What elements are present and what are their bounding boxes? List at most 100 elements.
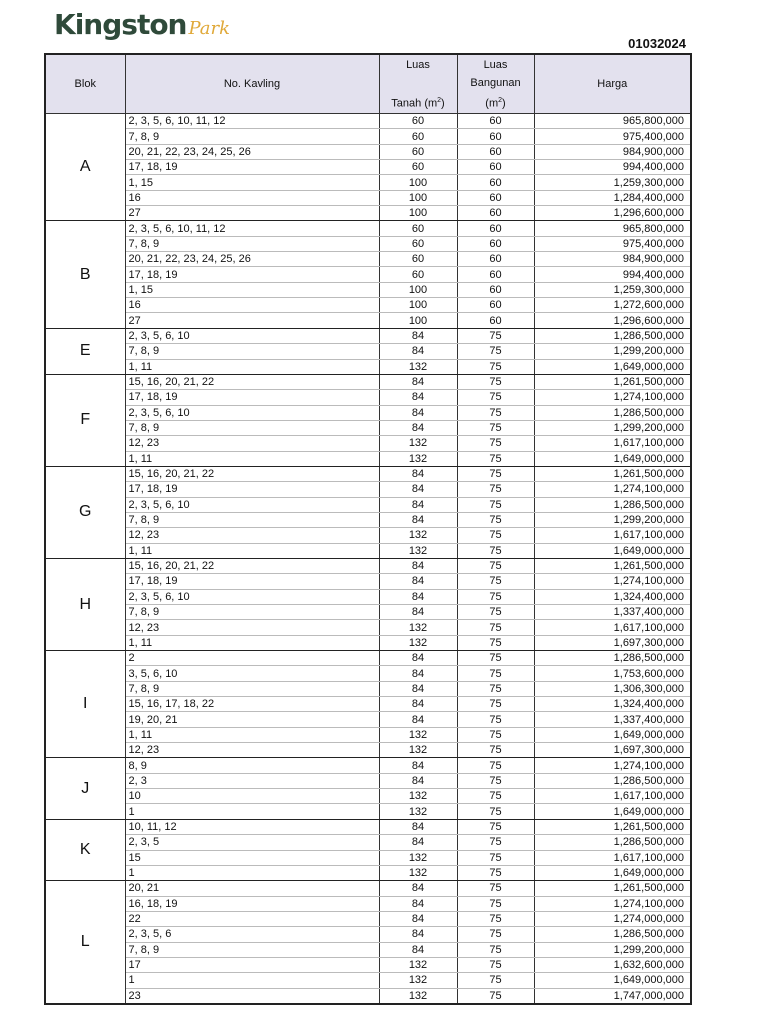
luas-tanah-cell: 84 bbox=[378, 512, 458, 529]
luas-tanah-cell: 84 bbox=[378, 942, 458, 958]
kavling-cell: 15, 16, 20, 21, 22 bbox=[124, 558, 380, 575]
harga-cell: 1,274,100,000 bbox=[533, 389, 692, 406]
kavling-cell: 7, 8, 9 bbox=[124, 128, 380, 145]
kavling-cell: 7, 8, 9 bbox=[124, 512, 380, 529]
table-row: J 8, 9 84 75 1,274,100,000 bbox=[44, 757, 692, 820]
luas-bangunan-cell: 75 bbox=[456, 681, 535, 698]
harga-cell: 1,617,100,000 bbox=[533, 619, 692, 636]
luas-bangunan-cell: 75 bbox=[456, 665, 535, 682]
luas-bangunan-cell: 75 bbox=[456, 696, 535, 713]
table-row: 17, 18, 19 84 75 1,274,100,000 bbox=[45, 481, 692, 498]
kavling-cell: 1 bbox=[124, 865, 380, 882]
harga-cell: 1,697,300,000 bbox=[533, 635, 692, 652]
luas-bangunan-cell: 75 bbox=[456, 635, 535, 652]
luas-tanah-cell: 60 bbox=[378, 236, 458, 253]
luas-tanah-cell: 84 bbox=[378, 374, 458, 391]
kavling-cell: 12, 23 bbox=[124, 619, 380, 636]
harga-cell: 1,274,100,000 bbox=[533, 573, 692, 590]
luas-tanah-cell: 100 bbox=[378, 297, 458, 314]
luas-bangunan-cell: 75 bbox=[456, 604, 535, 621]
luas-bangunan-cell: 75 bbox=[456, 374, 535, 391]
luas-tanah-cell: 84 bbox=[378, 328, 458, 345]
harga-cell: 1,274,100,000 bbox=[533, 896, 692, 912]
kavling-cell: 10, 11, 12 bbox=[124, 819, 380, 836]
harga-cell: 1,697,300,000 bbox=[533, 742, 692, 759]
table-row: 3, 5, 6, 10 84 75 1,753,600,000 bbox=[45, 665, 692, 682]
table-row: 2, 3, 5, 6, 10 84 75 1,286,500,000 bbox=[45, 405, 692, 421]
harga-cell: 1,261,500,000 bbox=[533, 466, 692, 483]
harga-cell: 1,299,200,000 bbox=[533, 512, 692, 529]
luas-bangunan-cell: 75 bbox=[456, 850, 535, 866]
blok-cell: G bbox=[44, 466, 126, 559]
harga-cell: 1,617,100,000 bbox=[533, 788, 692, 805]
harga-cell: 1,747,000,000 bbox=[533, 988, 692, 1005]
table-row: 7, 8, 9 60 60 975,400,000 bbox=[45, 128, 692, 145]
harga-cell: 1,274,100,000 bbox=[533, 481, 692, 498]
luas-bangunan-cell: 75 bbox=[456, 512, 535, 529]
table-row: I 2 84 75 1,286,500,000 bbox=[44, 650, 692, 759]
header-kavling: No. Kavling bbox=[124, 53, 380, 114]
luas-tanah-cell: 60 bbox=[378, 251, 458, 268]
kavling-cell: 7, 8, 9 bbox=[124, 942, 380, 958]
harga-cell: 1,261,500,000 bbox=[533, 819, 692, 836]
harga-cell: 1,306,300,000 bbox=[533, 681, 692, 698]
header-luas-bangunan: Luas Bangunan (m2) bbox=[456, 53, 535, 114]
luas-bangunan-cell: 60 bbox=[456, 297, 535, 314]
table-row: 17, 18, 19 60 60 994,400,000 bbox=[45, 266, 692, 283]
luas-bangunan-cell: 75 bbox=[456, 911, 535, 928]
kavling-cell: 1, 11 bbox=[124, 543, 380, 559]
kavling-cell: 1, 11 bbox=[124, 451, 380, 467]
luas-bangunan-cell: 60 bbox=[456, 174, 535, 191]
luas-bangunan-cell: 75 bbox=[456, 451, 535, 467]
luas-tanah-cell: 132 bbox=[378, 957, 458, 974]
blok-cell: B bbox=[44, 220, 126, 329]
kavling-cell: 1, 11 bbox=[124, 635, 380, 652]
harga-cell: 1,272,600,000 bbox=[533, 297, 692, 314]
kavling-cell: 17, 18, 19 bbox=[124, 481, 380, 498]
kavling-cell: 27 bbox=[124, 312, 380, 329]
luas-bangunan-cell: 75 bbox=[456, 880, 535, 897]
luas-tanah-cell: 100 bbox=[378, 190, 458, 207]
luas-bangunan-cell: 60 bbox=[456, 251, 535, 268]
luas-tanah-cell: 84 bbox=[378, 573, 458, 590]
harga-cell: 984,900,000 bbox=[533, 251, 692, 268]
luas-tanah-cell: 84 bbox=[378, 405, 458, 421]
luas-tanah-cell: 84 bbox=[378, 466, 458, 483]
table-row: 1, 11 132 75 1,649,000,000 bbox=[45, 359, 692, 375]
luas-bangunan-cell: 75 bbox=[456, 328, 535, 345]
luas-bangunan-cell: 60 bbox=[456, 282, 535, 299]
unit: (m bbox=[485, 97, 499, 110]
luas-tanah-cell: 84 bbox=[378, 834, 458, 851]
kavling-cell: 2, 3, 5, 6, 10 bbox=[124, 328, 380, 345]
luas-tanah-cell: 84 bbox=[378, 926, 458, 943]
kavling-cell: 1, 15 bbox=[124, 174, 380, 191]
harga-cell: 1,649,000,000 bbox=[533, 543, 692, 559]
kavling-cell: 10 bbox=[124, 788, 380, 805]
luas-tanah-cell: 132 bbox=[378, 865, 458, 882]
luas-tanah-cell: 132 bbox=[378, 850, 458, 866]
harga-cell: 975,400,000 bbox=[533, 128, 692, 145]
kavling-cell: 8, 9 bbox=[124, 757, 380, 774]
kavling-cell: 15, 16, 20, 21, 22 bbox=[124, 374, 380, 391]
unit-close: ) bbox=[441, 97, 445, 110]
harga-cell: 1,299,200,000 bbox=[533, 343, 692, 360]
luas-bangunan-cell: 75 bbox=[456, 727, 535, 744]
kavling-cell: 2, 3, 5, 6, 10, 11, 12 bbox=[124, 113, 380, 130]
kingston-park-logo: Kingston Park bbox=[54, 8, 230, 48]
kavling-cell: 7, 8, 9 bbox=[124, 420, 380, 437]
table-row: 2, 3 84 75 1,286,500,000 bbox=[45, 773, 692, 790]
blok-cell: H bbox=[44, 558, 126, 652]
harga-cell: 1,632,600,000 bbox=[533, 957, 692, 974]
luas-bangunan-cell: 75 bbox=[456, 405, 535, 421]
harga-cell: 1,261,500,000 bbox=[533, 374, 692, 391]
harga-cell: 1,324,400,000 bbox=[533, 589, 692, 606]
luas-tanah-cell: 132 bbox=[378, 727, 458, 744]
harga-cell: 1,617,100,000 bbox=[533, 435, 692, 452]
blok-cell: E bbox=[44, 328, 126, 375]
header-luas-tanah: Luas Tanah (m2) bbox=[378, 53, 458, 114]
table-row: 15 132 75 1,617,100,000 bbox=[45, 850, 692, 866]
kavling-cell: 3, 5, 6, 10 bbox=[124, 665, 380, 682]
harga-cell: 1,259,300,000 bbox=[533, 174, 692, 191]
table-row: 12, 23 132 75 1,617,100,000 bbox=[45, 527, 692, 544]
kavling-cell: 20, 21, 22, 23, 24, 25, 26 bbox=[124, 144, 380, 161]
